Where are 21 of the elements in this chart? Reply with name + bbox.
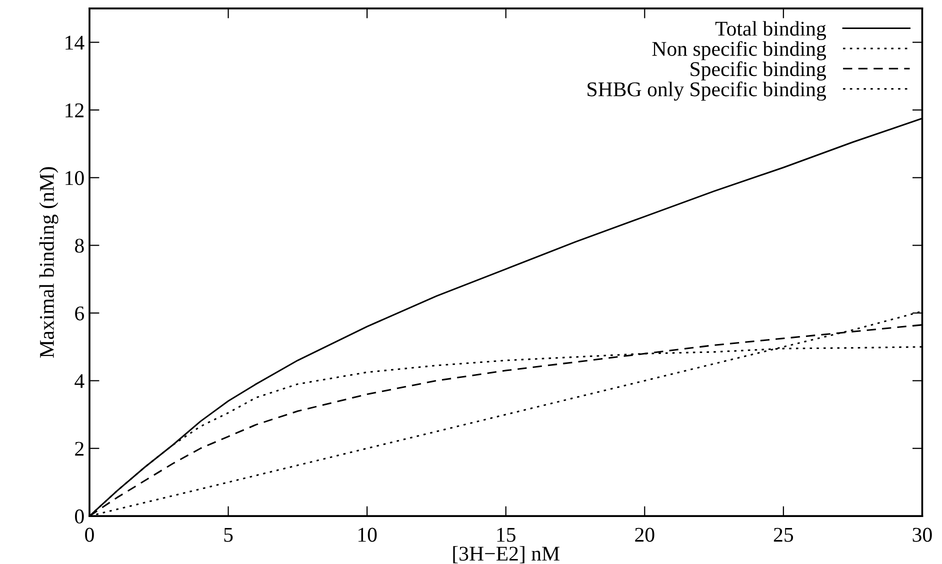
y-tick-label: 4 [74, 374, 84, 388]
legend-label: Non specific binding [652, 41, 826, 60]
y-tick-label: 14 [66, 36, 84, 50]
x-tick-label: 20 [635, 528, 654, 542]
x-tick-label: 25 [774, 528, 794, 542]
y-tick-label: 10 [66, 171, 84, 186]
x-tick-label: 15 [497, 528, 516, 542]
y-tick-label: 12 [66, 103, 84, 118]
x-axis-title: [3H−E2] nM [453, 546, 560, 564]
y-axis-title: Maximal binding (nM) [39, 167, 58, 358]
x-tick-label: 0 [85, 528, 94, 542]
y-tick-label: 8 [75, 238, 84, 253]
legend-label: SHBG only Specific binding [588, 81, 826, 101]
legend-label: Specific binding [690, 61, 826, 80]
y-tick-label: 0 [75, 509, 84, 524]
y-tick-label: 6 [75, 306, 84, 320]
x-tick-label: 5 [224, 528, 233, 542]
y-tick-label: 2 [75, 442, 84, 456]
x-tick-label: 10 [358, 528, 377, 542]
legend-label: Total binding [715, 21, 826, 40]
x-tick-label: 30 [912, 528, 932, 542]
